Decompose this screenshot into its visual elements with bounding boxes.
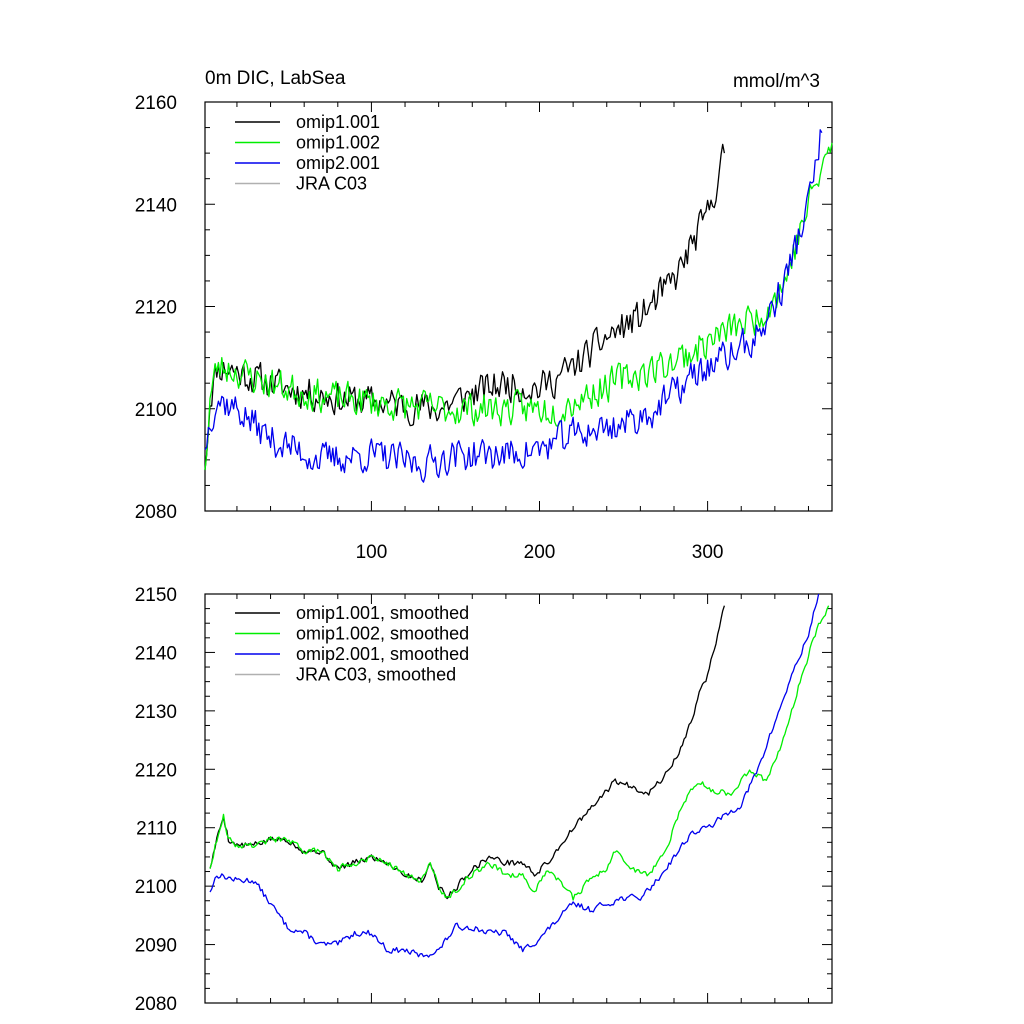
bottom-legend-label: omip1.001, smoothed: [296, 603, 469, 623]
bottom-legend-label: omip1.002, smoothed: [296, 624, 469, 644]
chart-title-units: mmol/m^3: [733, 71, 820, 92]
bottom-y-tick-label: 2110: [136, 819, 177, 840]
bottom-y-tick-label: 2120: [135, 760, 177, 781]
top-x-tick-label: 200: [524, 542, 556, 563]
top-y-tick-label: 2080: [135, 502, 177, 523]
bottom-series-line-omip2-001-smoothed: [209, 593, 820, 958]
bottom-y-tick-label: 2150: [135, 585, 177, 606]
bottom-series-line-omip1-002-smoothed: [209, 605, 830, 901]
bottom-legend-label: JRA C03, smoothed: [296, 665, 456, 685]
top-y-tick-label: 2160: [135, 93, 177, 114]
bottom-y-tick-label: 2080: [135, 994, 177, 1015]
top-legend-label: omip1.001: [296, 112, 380, 132]
top-legend-label: omip2.001: [296, 153, 380, 173]
bottom-panel: 2080 2090 2100 2110 2120 2130 2140 2150 omip1.00…: [135, 585, 833, 1015]
bottom-y-tick-label: 2140: [135, 643, 177, 664]
bottom-y-tick-label: 2100: [135, 877, 177, 898]
top-y-tick-label: 2120: [135, 298, 177, 319]
top-series-line-omip1-001: [204, 143, 726, 471]
bottom-y-tick-label: 2130: [135, 702, 177, 723]
top-series-line-omip1-002: [204, 142, 833, 471]
bottom-legend-label: omip2.001, smoothed: [296, 644, 469, 664]
top-legend-label: JRA C03: [296, 174, 367, 194]
top-x-tick-label: 300: [692, 542, 724, 563]
top-panel: 100 200 30020802100212021402160omip1.001om…: [135, 93, 833, 563]
top-y-tick-label: 2140: [135, 195, 177, 216]
chart-title-left: 0m DIC, LabSea: [205, 68, 346, 89]
top-series-line-omip2-001: [204, 129, 823, 483]
bottom-y-tick-label: 2090: [135, 936, 177, 957]
top-x-tick-label: 100: [356, 542, 388, 563]
top-legend-label: omip1.002: [296, 133, 380, 153]
top-y-tick-label: 2100: [135, 400, 177, 421]
